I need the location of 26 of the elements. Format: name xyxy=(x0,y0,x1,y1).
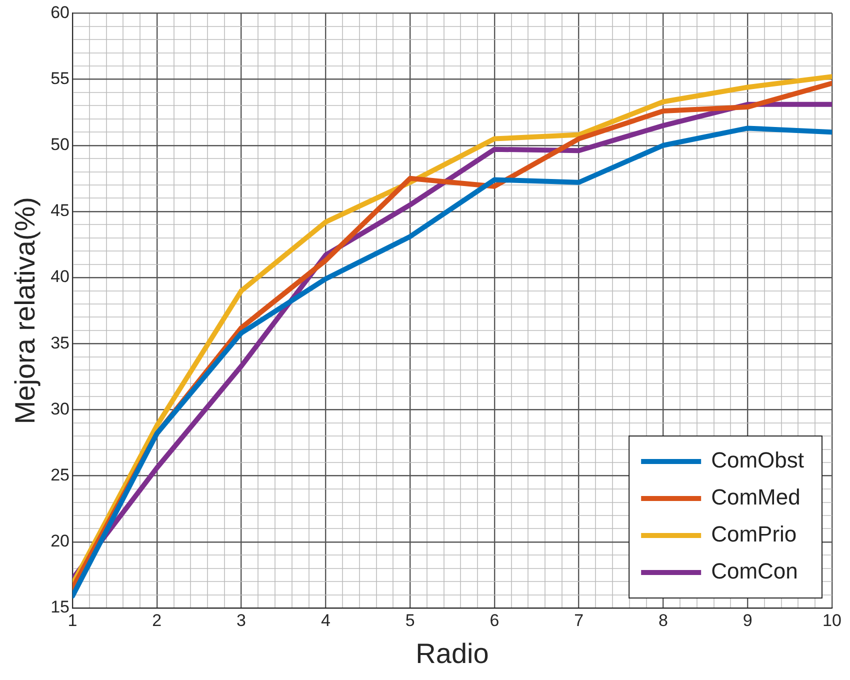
x-tick-label: 3 xyxy=(236,610,246,630)
y-tick-label: 45 xyxy=(50,201,70,220)
legend-label: ComObst xyxy=(711,448,804,473)
x-tick-label: 9 xyxy=(742,610,752,630)
legend-label: ComPrio xyxy=(711,522,797,547)
x-tick-label: 5 xyxy=(405,610,415,630)
x-tick-label: 2 xyxy=(152,610,162,630)
x-tick-label: 7 xyxy=(574,610,584,630)
y-axis-title: Mejora relativa(%) xyxy=(10,197,41,424)
y-tick-label: 35 xyxy=(50,333,70,352)
x-tick-label: 8 xyxy=(658,610,668,630)
y-tick-label: 30 xyxy=(50,399,70,418)
y-tick-label: 20 xyxy=(50,532,70,551)
legend-label: ComCon xyxy=(711,558,798,584)
y-tick-label: 60 xyxy=(50,2,70,22)
y-tick-label: 40 xyxy=(50,267,70,286)
y-tick-label: 55 xyxy=(50,68,70,88)
y-tick-label: 15 xyxy=(50,598,70,617)
x-axis-title: Radio xyxy=(416,638,489,669)
x-tick-label: 6 xyxy=(490,610,500,630)
x-tick-label: 1 xyxy=(68,610,78,630)
y-tick-label: 50 xyxy=(50,135,70,154)
y-tick-label: 25 xyxy=(50,466,70,485)
legend-label: ComMed xyxy=(711,484,800,510)
x-tick-label: 4 xyxy=(320,610,330,630)
x-tick-label: 10 xyxy=(822,610,842,630)
